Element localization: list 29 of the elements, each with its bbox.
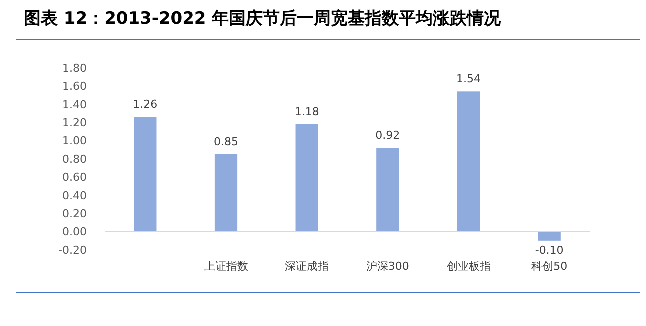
y-tick-label: 1.60 bbox=[62, 80, 87, 94]
x-tick-label: 科创50 bbox=[532, 260, 568, 273]
x-tick-label: 深证成指 bbox=[285, 260, 330, 273]
y-tick-label: -0.20 bbox=[58, 244, 87, 257]
y-tick-label: 0.40 bbox=[62, 189, 87, 202]
y-tick-label: 1.80 bbox=[62, 62, 87, 75]
chart-title: 图表 12：2013-2022 年国庆节后一周宽基指数平均涨跌情况 bbox=[24, 9, 502, 29]
y-tick-label: 0.20 bbox=[62, 207, 87, 220]
data-label: 0.85 bbox=[214, 135, 238, 148]
y-tick-label: 0.80 bbox=[62, 152, 87, 166]
y-tick-label: 0.60 bbox=[62, 171, 87, 184]
y-tick-label: 1.20 bbox=[62, 116, 87, 130]
data-label: 1.18 bbox=[294, 105, 320, 118]
y-tick-label: 1.00 bbox=[62, 134, 87, 148]
data-label: 1.26 bbox=[133, 98, 158, 112]
y-tick-label: 0.00 bbox=[62, 226, 87, 239]
data-label: 0.92 bbox=[376, 129, 400, 142]
bar bbox=[538, 232, 561, 241]
bar bbox=[376, 148, 400, 232]
x-tick-label: 创业板指 bbox=[446, 260, 491, 273]
bar bbox=[296, 124, 318, 232]
x-tick-label: 上证指数 bbox=[204, 260, 248, 273]
data-label: -0.10 bbox=[535, 244, 564, 257]
x-tick-label: 沪深300 bbox=[366, 260, 410, 273]
y-tick-label: 1.40 bbox=[62, 98, 87, 112]
bar bbox=[214, 154, 238, 232]
bar bbox=[134, 117, 157, 232]
data-label: 1.54 bbox=[456, 72, 481, 86]
bar bbox=[457, 92, 480, 232]
